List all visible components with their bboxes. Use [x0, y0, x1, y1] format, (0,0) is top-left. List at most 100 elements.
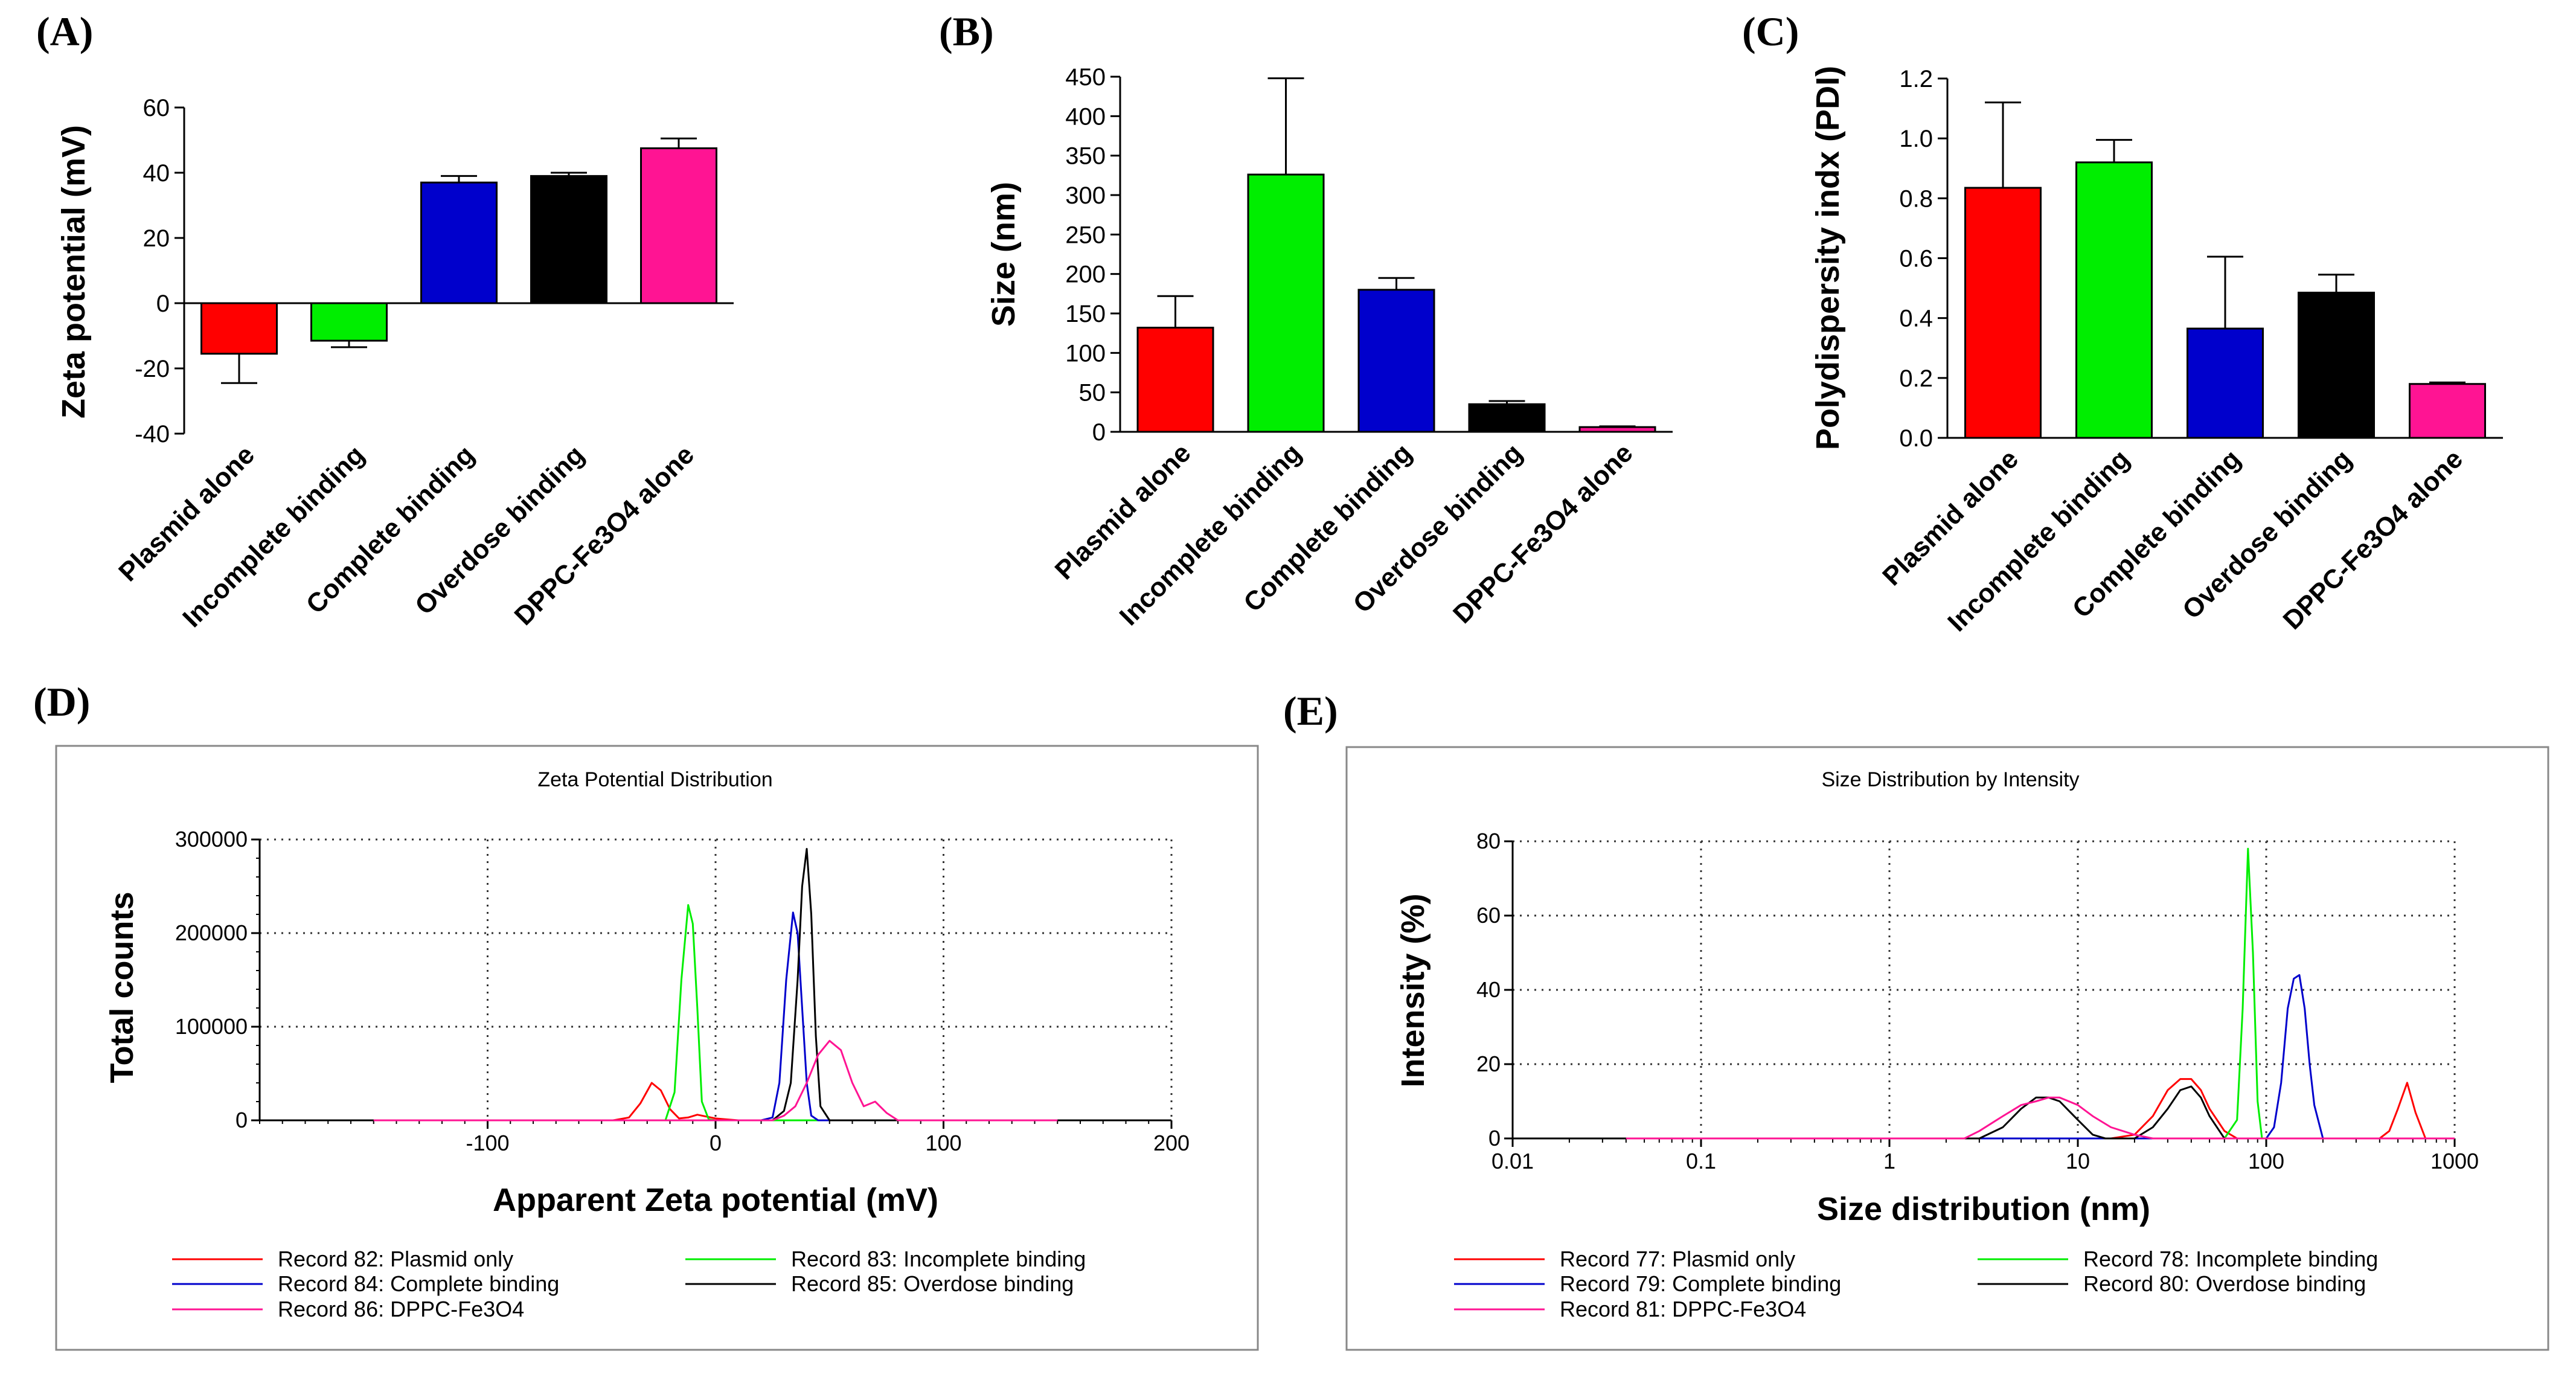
x-tick-label: 100 [925, 1131, 961, 1155]
series-line [1626, 974, 2455, 1140]
panel-label-a: (A) [36, 8, 93, 54]
series-line [373, 848, 1058, 1122]
legend-label: Record 77: Plasmid only [1560, 1247, 1795, 1271]
y-tick-label: 450 [1065, 64, 1106, 91]
panel-label-d: (D) [33, 679, 90, 725]
series-line [1626, 1085, 2455, 1140]
y-tick-label: 60 [143, 95, 170, 121]
y-tick-label: -40 [135, 421, 170, 448]
chart-pdi-bars: 0.0 0.2 0.4 0.6 0.8 1.0 1.2 Polydispersity indx… [1810, 66, 2503, 637]
y-tick-label: 80 [1476, 829, 1501, 853]
x-tick-label: 1 [1883, 1149, 1895, 1173]
x-tick-label: 1000 [2430, 1149, 2479, 1173]
legend-label: Record 83: Incomplete binding [791, 1247, 1086, 1271]
y-tick-label: 40 [143, 160, 170, 187]
series-line [373, 911, 1058, 1122]
series-line [1626, 1096, 2455, 1140]
bar [1468, 403, 1546, 433]
bar [2298, 292, 2375, 439]
y-tick-label: 100000 [175, 1014, 248, 1039]
y-tick-label: 0.6 [1899, 246, 1933, 272]
y-axis-title: Total counts [104, 892, 140, 1083]
series-line [1626, 1078, 2455, 1140]
legend-label: Record 79: Complete binding [1560, 1271, 1841, 1296]
y-tick-label: 0 [1092, 419, 1106, 446]
bar [1964, 187, 2042, 439]
x-tick-label: 100 [2248, 1149, 2284, 1173]
category-label: DPPC-Fe3O4 alone [1447, 438, 1638, 629]
bar [2187, 327, 2264, 439]
bar [2409, 383, 2486, 439]
y-tick-label: 250 [1065, 222, 1106, 248]
y-tick-label: 40 [1476, 977, 1501, 1002]
y-tick-label: 350 [1065, 143, 1106, 170]
legend-label: Record 85: Overdose binding [791, 1271, 1074, 1296]
x-tick-label: -100 [466, 1131, 509, 1155]
y-tick-label: 20 [1476, 1051, 1501, 1076]
series-line [373, 1039, 1058, 1122]
legend-label: Record 81: DPPC-Fe3O4 [1560, 1297, 1806, 1321]
y-tick-label: 400 [1065, 103, 1106, 130]
bar [1357, 289, 1435, 433]
legend-label: Record 84: Complete binding [278, 1271, 559, 1296]
y-tick-label: 200000 [175, 920, 248, 945]
legend-label: Record 78: Incomplete binding [2083, 1247, 2378, 1271]
x-axis-title: Size distribution (nm) [1817, 1191, 2150, 1227]
bar [530, 175, 607, 304]
bar [640, 147, 717, 304]
category-label: DPPC-Fe3O4 alone [509, 440, 700, 631]
x-tick-label: 0 [710, 1131, 722, 1155]
y-axis-title: Size (nm) [985, 182, 1022, 327]
bar [1247, 173, 1325, 433]
x-tick-label: 0.1 [1686, 1149, 1716, 1173]
y-tick-label: 100 [1065, 340, 1106, 367]
y-tick-label: 60 [1476, 903, 1501, 928]
panel-d-frame [55, 745, 1259, 1351]
y-axis-title: Zeta potential (mV) [56, 125, 92, 419]
y-tick-label: 0.2 [1899, 365, 1933, 392]
category-label: Incomplete binding [1942, 444, 2135, 637]
bar [1578, 426, 1656, 433]
y-tick-label: 0.0 [1899, 425, 1933, 452]
y-tick-label: 20 [143, 225, 170, 252]
y-tick-label: 0 [156, 290, 170, 317]
chart-size-distribution: Size Distribution by Intensity 0 20 40 60 80 0… [1395, 768, 2479, 1321]
panel-label-e: (E) [1283, 688, 1338, 734]
x-tick-label: 0.01 [1491, 1149, 1534, 1173]
y-axis-title: Polydispersity indx (PDI) [1810, 66, 1846, 450]
y-tick-label: 0.4 [1899, 306, 1933, 332]
category-label: Incomplete binding [177, 440, 370, 633]
y-tick-label: 0 [235, 1108, 248, 1132]
legend-label: Record 80: Overdose binding [2083, 1271, 2366, 1296]
category-label: Incomplete binding [1114, 438, 1307, 631]
y-tick-label: -20 [135, 356, 170, 382]
chart-zeta-distribution: Zeta Potential Distribution 0 100000 200000… [104, 768, 1190, 1321]
panel-label-b: (B) [939, 8, 994, 54]
legend-label: Record 86: DPPC-Fe3O4 [278, 1297, 524, 1321]
bar [200, 302, 278, 355]
chart-title: Size Distribution by Intensity [1821, 768, 2079, 791]
bar [2075, 161, 2153, 439]
y-tick-label: 1.2 [1899, 66, 1933, 92]
category-label: DPPC-Fe3O4 alone [2278, 444, 2469, 635]
panel-label-c: (C) [1742, 8, 1799, 54]
x-tick-label: 200 [1153, 1131, 1190, 1155]
panel-e-frame [1345, 746, 2549, 1351]
bar [1136, 327, 1214, 433]
y-tick-label: 150 [1065, 301, 1106, 327]
y-tick-label: 0.8 [1899, 185, 1933, 212]
x-tick-label: 10 [2066, 1149, 2090, 1173]
chart-title: Zeta Potential Distribution [537, 768, 772, 791]
y-tick-label: 50 [1079, 380, 1106, 406]
y-tick-label: 200 [1065, 262, 1106, 288]
y-tick-label: 300 [1065, 182, 1106, 209]
x-axis-title: Apparent Zeta potential (mV) [493, 1182, 938, 1218]
y-tick-label: 0 [1488, 1126, 1501, 1151]
bar [310, 302, 388, 342]
y-tick-label: 1.0 [1899, 126, 1933, 152]
y-axis-title: Intensity (%) [1395, 893, 1431, 1087]
y-tick-label: 300000 [175, 827, 248, 852]
bar [420, 181, 498, 304]
